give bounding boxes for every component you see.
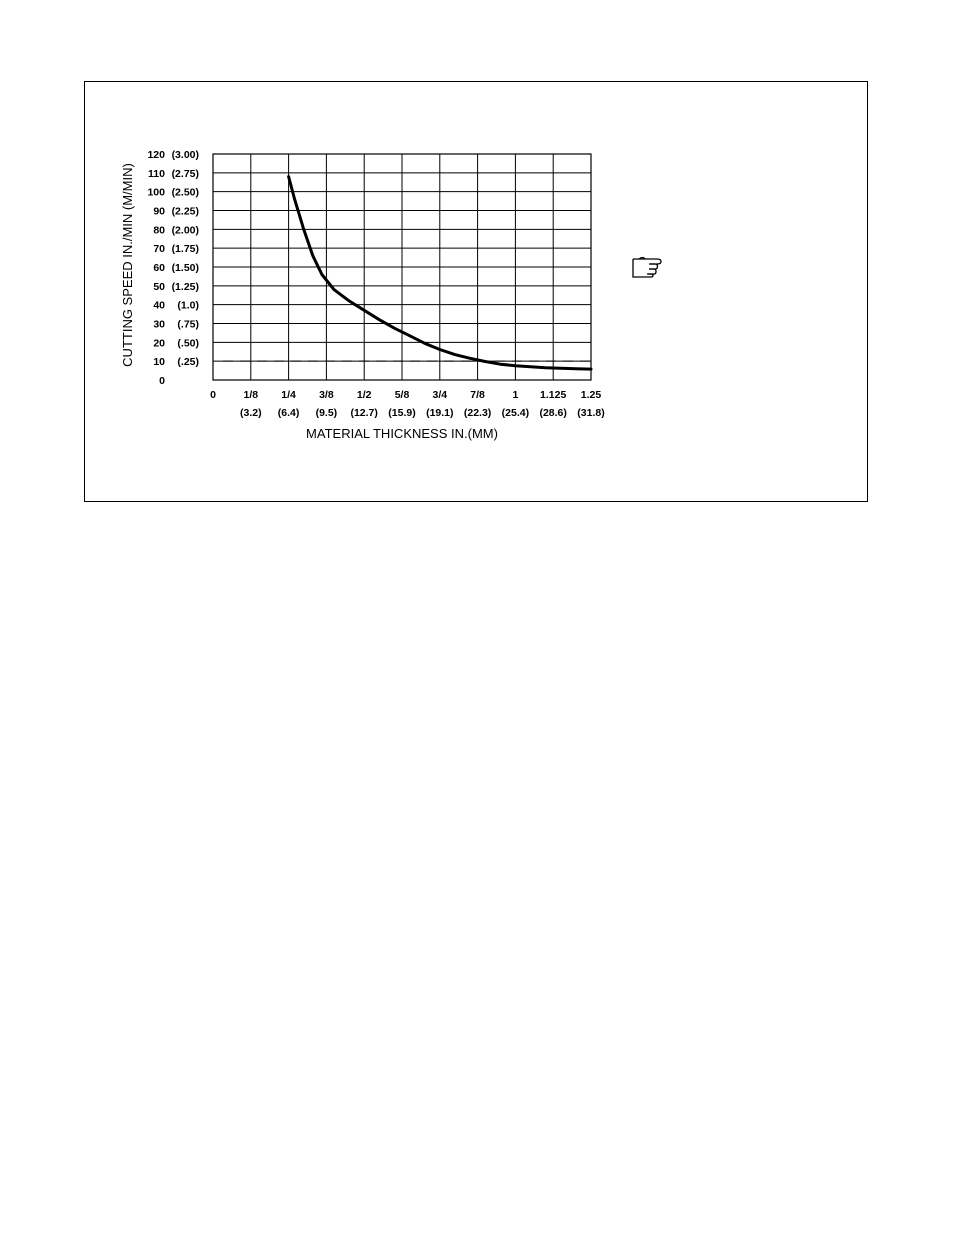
y-tick-metric-label: (3.00) <box>172 149 199 161</box>
x-tick-metric-label: (6.4) <box>278 407 300 419</box>
x-tick-metric-label: (19.1) <box>426 407 453 419</box>
y-tick-metric-label: (2.75) <box>172 168 199 180</box>
x-tick-label: 3/4 <box>432 389 447 401</box>
chart-frame: 0 1/8 (3.2) 1/4 (6.4) 3/8 (9.5) 1/2 (12.7) 5/8 (15… <box>84 81 868 502</box>
y-tick-metric-label: (1.50) <box>172 262 199 274</box>
x-tick-label: 3/8 <box>319 389 334 401</box>
y-tick-metric-label: (2.50) <box>172 187 199 199</box>
y-tick-metric-label: (2.00) <box>172 224 199 236</box>
x-tick-metric-label: (28.6) <box>539 407 566 419</box>
x-tick-label: 0 <box>210 389 216 401</box>
x-tick-label: 1/8 <box>243 389 258 401</box>
y-tick-label: 0 <box>159 375 165 387</box>
y-tick-metric-label: (.75) <box>177 319 199 331</box>
x-tick-metric-label: (3.2) <box>240 407 262 419</box>
x-axis-ticks: 0 1/8 (3.2) 1/4 (6.4) 3/8 (9.5) 1/2 (12.7) 5/8 (15… <box>210 389 605 419</box>
x-tick-metric-label: (9.5) <box>316 407 338 419</box>
x-tick-metric-label: (31.8) <box>577 407 604 419</box>
y-tick-label: 90 <box>153 206 165 218</box>
x-axis-title: MATERIAL THICKNESS IN.(MM) <box>306 426 498 441</box>
y-tick-label: 60 <box>153 262 165 274</box>
y-tick-label: 100 <box>147 187 165 199</box>
y-tick-label: 10 <box>153 356 165 368</box>
cutting-speed-chart: 0 1/8 (3.2) 1/4 (6.4) 3/8 (9.5) 1/2 (12.7) 5/8 (15… <box>120 149 662 441</box>
y-axis-title: CUTTING SPEED IN./MIN (M/MIN) <box>120 163 135 367</box>
x-tick-metric-label: (15.9) <box>388 407 415 419</box>
y-tick-label: 20 <box>153 337 165 349</box>
x-tick-metric-label: (25.4) <box>502 407 529 419</box>
plot-grid <box>212 153 592 381</box>
y-tick-label: 50 <box>153 281 165 293</box>
cutting-speed-curve <box>287 175 593 371</box>
y-tick-metric-label: (.25) <box>177 356 199 368</box>
y-tick-label: 40 <box>153 300 165 312</box>
x-tick-label: 7/8 <box>470 389 485 401</box>
x-tick-label: 1.125 <box>540 389 566 401</box>
y-tick-metric-label: (1.25) <box>172 281 199 293</box>
x-tick-label: 1/2 <box>357 389 372 401</box>
y-tick-metric-label: (.50) <box>177 337 199 349</box>
y-tick-metric-label: (1.75) <box>172 243 199 255</box>
y-tick-metric-label: (1.0) <box>177 300 199 312</box>
x-tick-label: 1 <box>512 389 518 401</box>
x-tick-label: 5/8 <box>395 389 410 401</box>
y-axis-ticks: 0 10 (.25) 20 (.50) 30 (.75) 40 (1.0) 50 (1.25) 60 (… <box>147 149 199 387</box>
y-tick-label: 120 <box>147 149 165 161</box>
pointing-hand-icon <box>632 256 662 278</box>
y-tick-metric-label: (2.25) <box>172 206 199 218</box>
x-tick-metric-label: (22.3) <box>464 407 491 419</box>
y-tick-label: 70 <box>153 243 165 255</box>
y-tick-label: 80 <box>153 224 165 236</box>
x-tick-label: 1/4 <box>281 389 296 401</box>
y-tick-label: 30 <box>153 319 165 331</box>
data-series <box>223 175 593 371</box>
x-tick-label: 1.25 <box>581 389 602 401</box>
x-tick-metric-label: (12.7) <box>350 407 377 419</box>
y-tick-label: 110 <box>148 168 165 180</box>
